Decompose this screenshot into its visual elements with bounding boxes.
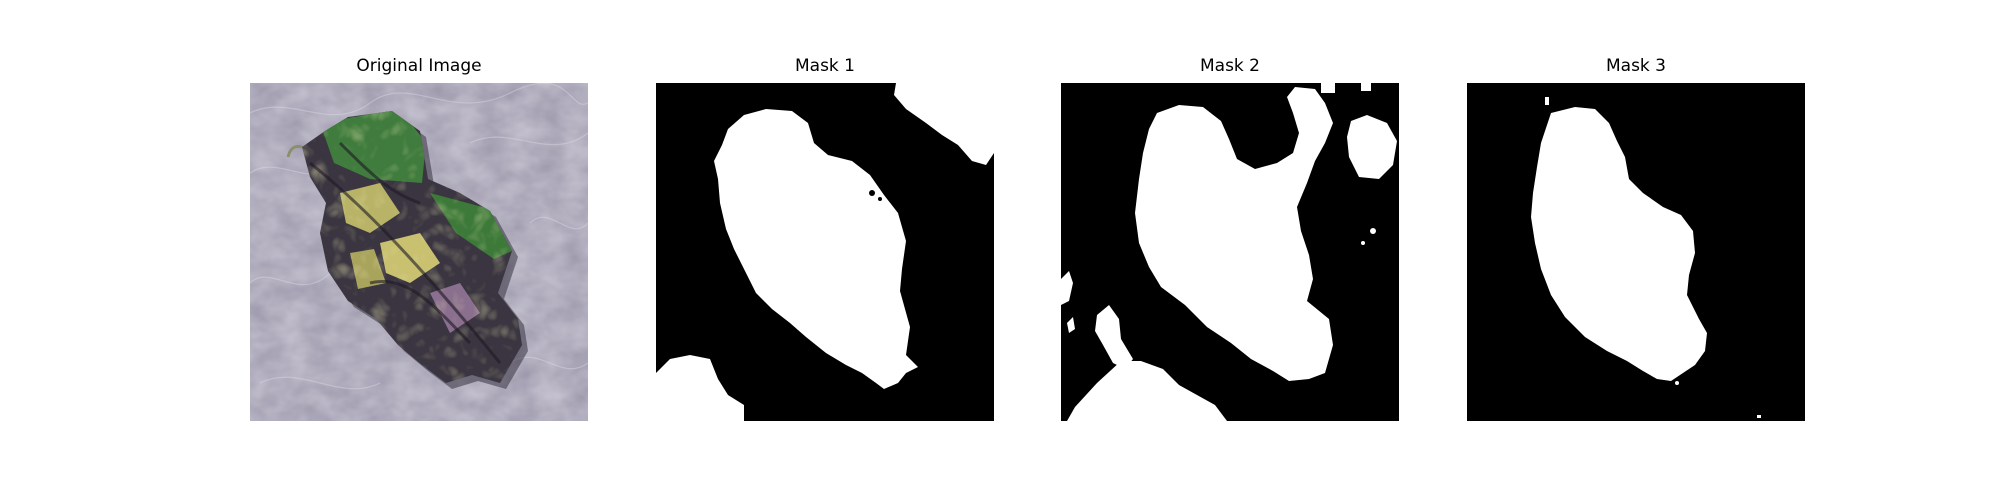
mask-1-image <box>656 83 994 421</box>
mask-1-panel: Mask 1 <box>656 55 994 421</box>
mask-3-image <box>1467 83 1805 421</box>
original-image-panel: Original Image <box>250 55 588 421</box>
mask-1-title: Mask 1 <box>794 56 855 76</box>
mask-3-title: Mask 3 <box>1605 56 1666 76</box>
original-image <box>250 83 588 421</box>
mask-2-panel: Mask 2 <box>1061 55 1399 421</box>
original-image-title: Original Image <box>356 56 482 76</box>
mask-2-image <box>1061 83 1399 421</box>
mask-2-title: Mask 2 <box>1199 56 1260 76</box>
mask-3-panel: Mask 3 <box>1467 55 1805 421</box>
